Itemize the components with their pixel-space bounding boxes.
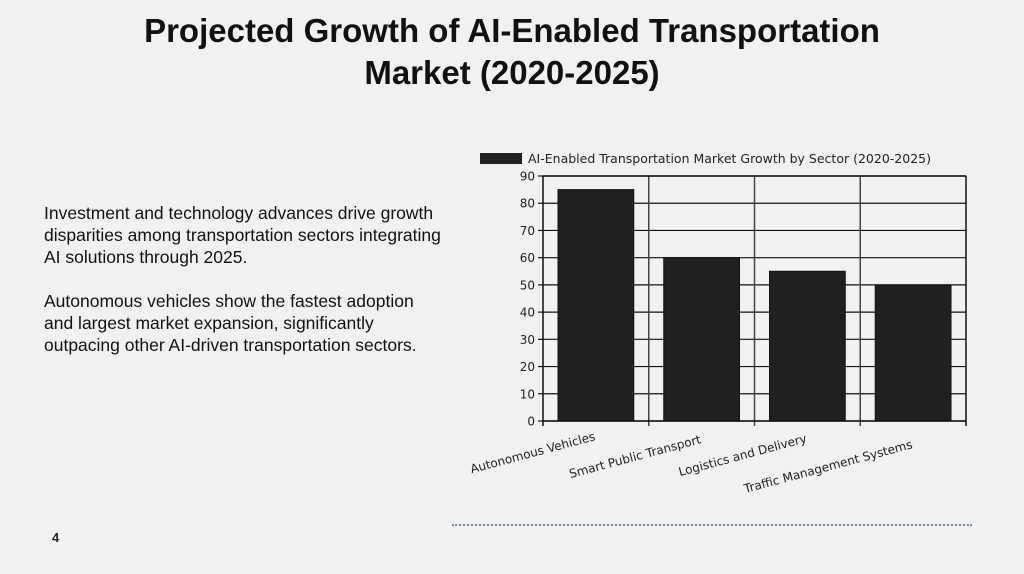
y-tick-label: 90 — [520, 170, 535, 184]
body-text: Investment and technology advances drive… — [44, 202, 444, 378]
y-tick-label: 80 — [520, 197, 535, 211]
y-tick-label: 10 — [520, 387, 535, 401]
bar — [663, 257, 740, 422]
y-tick-label: 0 — [527, 415, 535, 429]
paragraph-2: Autonomous vehicles show the fastest ado… — [44, 291, 417, 355]
legend-label: AI-Enabled Transportation Market Growth … — [528, 151, 931, 166]
paragraph-1: Investment and technology advances drive… — [44, 203, 441, 267]
title-line-1: Projected Growth of AI-Enabled Transport… — [144, 12, 880, 49]
y-tick-label: 60 — [520, 251, 535, 265]
page-number: 4 — [52, 530, 60, 545]
y-tick-label: 30 — [520, 333, 535, 347]
bar — [874, 284, 952, 422]
bar — [557, 189, 635, 422]
bar — [769, 270, 846, 422]
dotted-divider — [452, 524, 972, 526]
title-line-2: Market (2020-2025) — [364, 54, 660, 91]
y-tick-label: 40 — [520, 306, 535, 320]
legend-swatch — [480, 153, 522, 164]
y-tick-label: 20 — [520, 360, 535, 374]
y-tick-label: 70 — [520, 224, 535, 238]
y-tick-label: 50 — [520, 278, 535, 292]
slide-title: Projected Growth of AI-Enabled Transport… — [0, 10, 1024, 94]
